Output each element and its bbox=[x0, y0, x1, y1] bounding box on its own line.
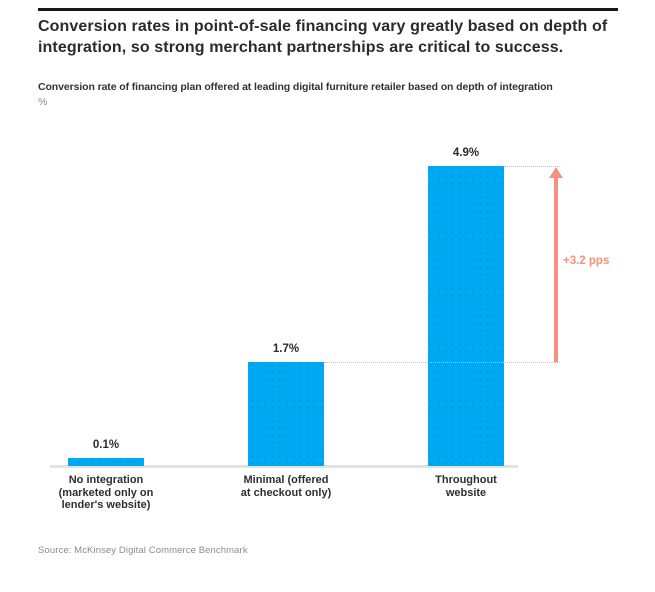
category-label-line: No integration bbox=[68, 474, 144, 486]
category-label-minimal-checkout-only: Minimal (offered at checkout only) bbox=[211, 474, 361, 499]
category-label-no-integration: No integration (marketed only on lender's … bbox=[31, 474, 181, 512]
leader-line-bottom bbox=[324, 361, 560, 363]
exhibit-top-rule bbox=[38, 8, 618, 11]
value-label-minimal-checkout-only: 1.7% bbox=[272, 342, 300, 355]
chart-subtitle: Conversion rate of financing plan offere… bbox=[38, 81, 553, 93]
category-label-line: Throughout bbox=[435, 474, 497, 486]
source-note: Source: McKinsey Digital Commerce Benchm… bbox=[38, 545, 248, 556]
value-label-throughout-website: 4.9% bbox=[452, 147, 480, 160]
value-label-no-integration: 0.1% bbox=[92, 439, 120, 451]
bar-no-integration bbox=[68, 458, 144, 466]
delta-arrow-line bbox=[554, 177, 558, 362]
delta-arrow-head-icon bbox=[549, 167, 563, 179]
category-label-line: website bbox=[445, 486, 487, 499]
bar-minimal-checkout-only bbox=[248, 361, 324, 466]
x-axis-baseline bbox=[50, 465, 518, 468]
category-label-line: (marketed only on bbox=[58, 486, 154, 499]
delta-label: +3.2 pps bbox=[563, 255, 610, 268]
category-label-line: lender's website) bbox=[61, 499, 151, 511]
category-label-line: at checkout only) bbox=[240, 486, 332, 499]
leader-line-top bbox=[504, 166, 560, 168]
bar-throughout-website bbox=[428, 166, 504, 466]
chart-unit-label: % bbox=[38, 96, 48, 108]
exhibit-title-line-2: integration, so strong merchant partners… bbox=[38, 39, 564, 56]
category-label-throughout-website: Throughout website bbox=[391, 474, 541, 499]
category-label-line: Minimal (offered bbox=[243, 474, 329, 486]
exhibit-title: Conversion rates in point-of-sale financ… bbox=[38, 16, 626, 58]
exhibit-title-line-1: Conversion rates in point-of-sale financ… bbox=[38, 18, 608, 35]
